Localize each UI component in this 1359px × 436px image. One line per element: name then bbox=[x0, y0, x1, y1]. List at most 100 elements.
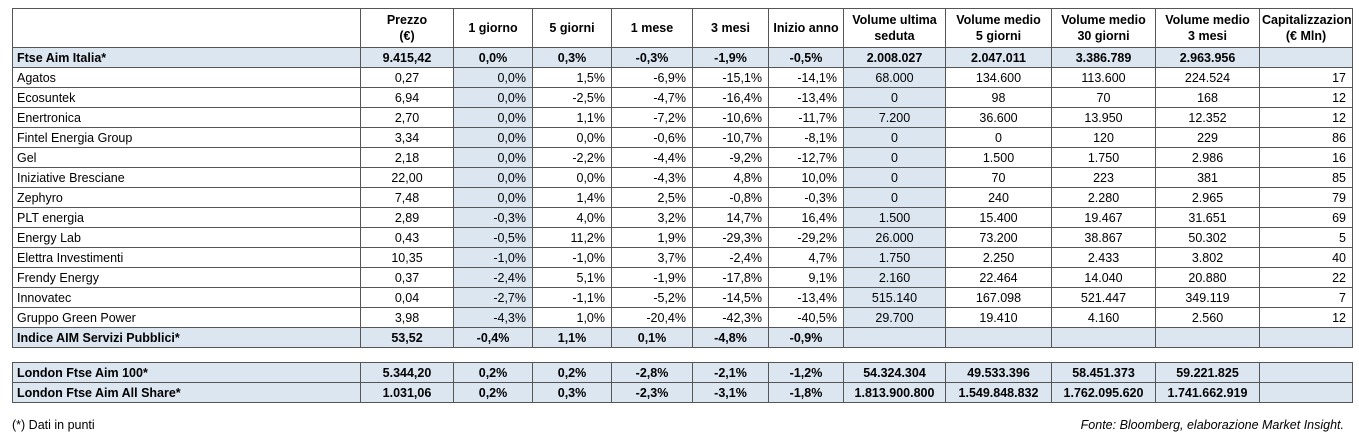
row-label: Enertronica bbox=[12, 107, 361, 128]
column-header: 1 mese bbox=[611, 8, 693, 48]
column-header: 1 giorno bbox=[453, 8, 533, 48]
table-cell: 9.415,42 bbox=[360, 47, 454, 68]
table-cell: 2,5% bbox=[611, 187, 693, 208]
table-cell: 1.031,06 bbox=[360, 382, 454, 403]
table-cell: 1.750 bbox=[1051, 147, 1156, 168]
table-cell: 1,1% bbox=[532, 107, 612, 128]
row-label: Gruppo Green Power bbox=[12, 307, 361, 328]
table-cell: 229 bbox=[1155, 127, 1260, 148]
table-row: Frendy Energy 0,37 -2,4% 5,1% -1,9% -17,8% 9,1… bbox=[12, 267, 1353, 288]
table-cell: -0,3% bbox=[453, 207, 533, 228]
table-cell: -1,9% bbox=[611, 267, 693, 288]
table-cell: -2,4% bbox=[453, 267, 533, 288]
table-cell: -4,3% bbox=[611, 167, 693, 188]
table-cell bbox=[843, 327, 946, 348]
table-cell: -4,4% bbox=[611, 147, 693, 168]
table-cell: 1,4% bbox=[532, 187, 612, 208]
column-header bbox=[12, 8, 361, 48]
table-cell: 4.160 bbox=[1051, 307, 1156, 328]
table-cell: 2.160 bbox=[843, 267, 946, 288]
table-cell: 1,0% bbox=[532, 307, 612, 328]
table-row: Gel 2,18 0,0% -2,2% -4,4% -9,2% -12,7% 0 1.500 1.… bbox=[12, 147, 1353, 168]
table-cell: -11,7% bbox=[768, 107, 844, 128]
table-cell: 26.000 bbox=[843, 227, 946, 248]
table-cell: 10,35 bbox=[360, 247, 454, 268]
table-cell: 4,7% bbox=[768, 247, 844, 268]
table-cell: 113.600 bbox=[1051, 67, 1156, 88]
table-cell: -10,7% bbox=[692, 127, 769, 148]
table-cell: 3,7% bbox=[611, 247, 693, 268]
table-row: Fintel Energia Group 3,34 0,0% 0,0% -0,6% -10… bbox=[12, 127, 1353, 148]
table-cell: -10,6% bbox=[692, 107, 769, 128]
table-cell: 3.386.789 bbox=[1051, 47, 1156, 68]
row-label: Agatos bbox=[12, 67, 361, 88]
table-cell: 0,27 bbox=[360, 67, 454, 88]
table-cell: 58.451.373 bbox=[1051, 362, 1156, 383]
table-cell: 17 bbox=[1259, 67, 1353, 88]
table-cell: 2.963.956 bbox=[1155, 47, 1260, 68]
row-label: Elettra Investimenti bbox=[12, 247, 361, 268]
table-cell: 3,34 bbox=[360, 127, 454, 148]
table-cell: 16,4% bbox=[768, 207, 844, 228]
row-label: Energy Lab bbox=[12, 227, 361, 248]
table-cell: 59.221.825 bbox=[1155, 362, 1260, 383]
table-cell bbox=[1259, 382, 1353, 403]
row-label: Frendy Energy bbox=[12, 267, 361, 288]
table-cell: -2,1% bbox=[692, 362, 769, 383]
table-cell: 12 bbox=[1259, 87, 1353, 108]
table-cell: 20.880 bbox=[1155, 267, 1260, 288]
table-cell: 22,00 bbox=[360, 167, 454, 188]
table-cell: -2,7% bbox=[453, 287, 533, 308]
table-cell: -8,1% bbox=[768, 127, 844, 148]
table-cell: 2.560 bbox=[1155, 307, 1260, 328]
table-cell: 2,89 bbox=[360, 207, 454, 228]
table-cell: 3,98 bbox=[360, 307, 454, 328]
table-cell: 0,2% bbox=[453, 362, 533, 383]
table-cell: 13.950 bbox=[1051, 107, 1156, 128]
table-cell: 7,48 bbox=[360, 187, 454, 208]
table-cell: 515.140 bbox=[843, 287, 946, 308]
table-cell: -1,9% bbox=[692, 47, 769, 68]
table-cell: 29.700 bbox=[843, 307, 946, 328]
table-cell: 0 bbox=[843, 187, 946, 208]
table-cell: 50.302 bbox=[1155, 227, 1260, 248]
table-cell: -2,3% bbox=[611, 382, 693, 403]
table-cell: 1,5% bbox=[532, 67, 612, 88]
table-cell: 5.344,20 bbox=[360, 362, 454, 383]
index-row: Ftse Aim Italia* 9.415,42 0,0% 0,3% -0,3% -1,… bbox=[12, 47, 1353, 68]
table-row: PLT energia 2,89 -0,3% 4,0% 3,2% 14,7% 16,4% 1.… bbox=[12, 207, 1353, 228]
table-cell: 2,70 bbox=[360, 107, 454, 128]
table-cell: 15.400 bbox=[945, 207, 1052, 228]
table-cell: 0,0% bbox=[532, 167, 612, 188]
table-cell: -4,3% bbox=[453, 307, 533, 328]
column-header: Volume medio 5 giorni bbox=[945, 8, 1052, 48]
spacer-row bbox=[12, 347, 1353, 363]
table-cell: 22 bbox=[1259, 267, 1353, 288]
table-cell: 2.986 bbox=[1155, 147, 1260, 168]
table-cell: 0,0% bbox=[453, 127, 533, 148]
column-header: Volume medio 30 giorni bbox=[1051, 8, 1156, 48]
table-cell: 7 bbox=[1259, 287, 1353, 308]
table-row: Enertronica 2,70 0,0% 1,1% -7,2% -10,6% -11,7%… bbox=[12, 107, 1353, 128]
row-label: London Ftse Aim All Share* bbox=[12, 382, 361, 403]
table-cell: 16 bbox=[1259, 147, 1353, 168]
row-label: PLT energia bbox=[12, 207, 361, 228]
table-cell: -40,5% bbox=[768, 307, 844, 328]
table-cell bbox=[1155, 327, 1260, 348]
table-cell: -0,9% bbox=[768, 327, 844, 348]
table-cell: 167.098 bbox=[945, 287, 1052, 308]
table-cell: 0,43 bbox=[360, 227, 454, 248]
table-cell: -0,8% bbox=[692, 187, 769, 208]
table-cell: 381 bbox=[1155, 167, 1260, 188]
table-cell: 19.467 bbox=[1051, 207, 1156, 228]
table-cell: -0,5% bbox=[768, 47, 844, 68]
table-cell: -9,2% bbox=[692, 147, 769, 168]
table-cell: 4,8% bbox=[692, 167, 769, 188]
table-cell: 19.410 bbox=[945, 307, 1052, 328]
table-cell: 1.500 bbox=[843, 207, 946, 228]
market-table: Prezzo (€) 1 giorno 5 giorni 1 mese 3 mesi Ini… bbox=[12, 8, 1353, 403]
table-row: Zephyro 7,48 0,0% 1,4% 2,5% -0,8% -0,3% 0 240 2.2… bbox=[12, 187, 1353, 208]
table-cell: 120 bbox=[1051, 127, 1156, 148]
table-cell: 2.280 bbox=[1051, 187, 1156, 208]
table-row: Elettra Investimenti 10,35 -1,0% -1,0% 3,7% -… bbox=[12, 247, 1353, 268]
